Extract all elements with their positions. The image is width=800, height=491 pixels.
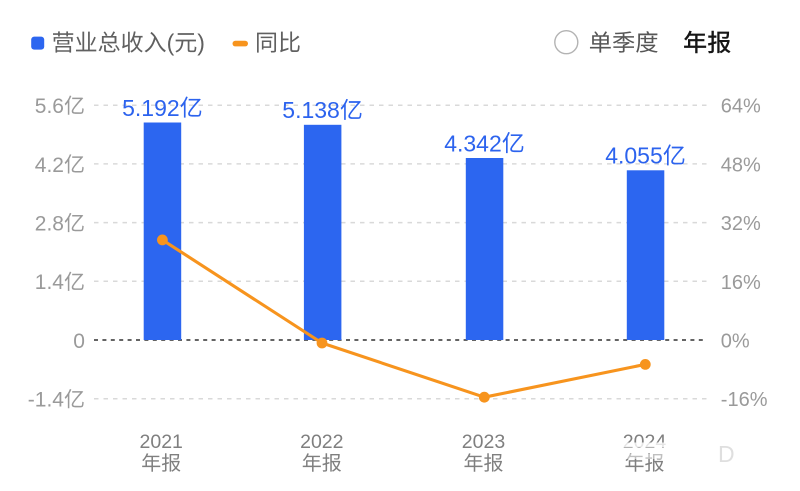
svg-text:4.055: 4.055 <box>605 143 663 169</box>
svg-text:48%: 48% <box>721 154 761 176</box>
svg-text:0: 0 <box>73 330 85 353</box>
svg-text:1.4: 1.4 <box>35 271 65 294</box>
svg-text:16%: 16% <box>721 272 761 294</box>
svg-text:-1.4: -1.4 <box>28 389 65 412</box>
svg-text:2021: 2021 <box>140 431 183 453</box>
svg-text:(: ( <box>167 30 175 56</box>
svg-text:): ) <box>197 30 205 56</box>
svg-text:D: D <box>718 441 735 467</box>
svg-text:4.342: 4.342 <box>444 130 502 156</box>
svg-text:2023: 2023 <box>462 431 505 453</box>
svg-text:2024: 2024 <box>623 431 667 453</box>
svg-text:0%: 0% <box>721 331 750 353</box>
svg-text:5.138: 5.138 <box>282 97 340 123</box>
svg-text:5.6: 5.6 <box>35 95 64 118</box>
svg-text:-16%: -16% <box>721 389 768 411</box>
svg-text:2.8: 2.8 <box>35 213 64 236</box>
svg-text:4.2: 4.2 <box>35 154 64 177</box>
svg-text:5.192: 5.192 <box>122 95 180 121</box>
svg-text:64%: 64% <box>721 96 761 118</box>
svg-text:32%: 32% <box>721 213 761 235</box>
svg-text:2022: 2022 <box>300 431 343 453</box>
